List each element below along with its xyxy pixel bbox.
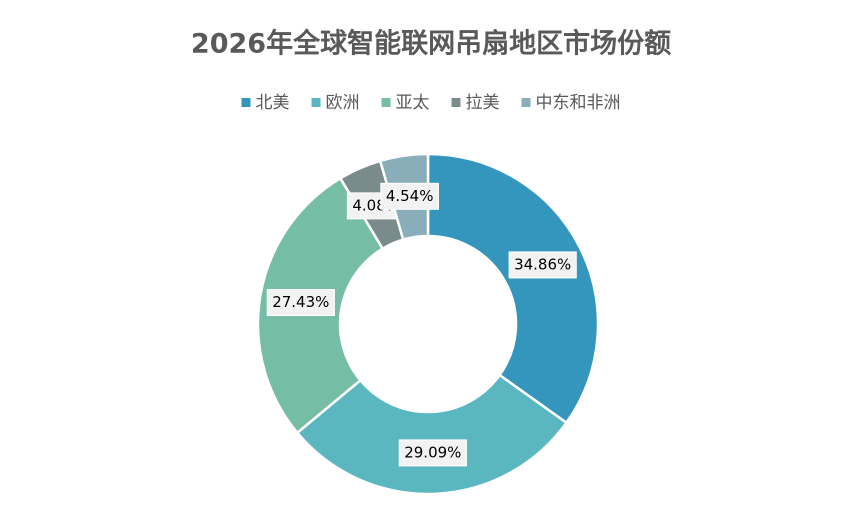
legend-swatch [521, 98, 531, 107]
data-label-bg [398, 439, 467, 467]
data-label: 4.54% [386, 187, 434, 205]
data-label-bg [380, 182, 439, 210]
legend-label: 北美 [256, 93, 290, 113]
data-label: 34.86% [514, 255, 571, 273]
donut-segment [295, 373, 569, 496]
legend: 北美 欧洲 亚太 拉美 中东和非洲 [241, 93, 621, 113]
legend-label: 中东和非洲 [536, 93, 621, 113]
legend-label: 欧洲 [326, 93, 360, 113]
donut-segment [426, 152, 600, 425]
legend-swatch [451, 98, 461, 107]
data-label-bg [508, 251, 577, 279]
legend-swatch [381, 98, 391, 107]
plot: 34.86%29.09%27.43%4.08%4.54% [256, 152, 600, 496]
data-label-bg [266, 289, 335, 317]
legend-label: 拉美 [466, 93, 500, 113]
data-label: 27.43% [272, 293, 329, 311]
legend-label: 亚太 [396, 93, 430, 113]
data-label: 29.09% [404, 443, 461, 461]
chart-title: 2026年全球智能联网吊扇地区市场份额 [191, 28, 671, 60]
legend-swatch [241, 98, 251, 107]
legend-swatch [311, 98, 321, 107]
